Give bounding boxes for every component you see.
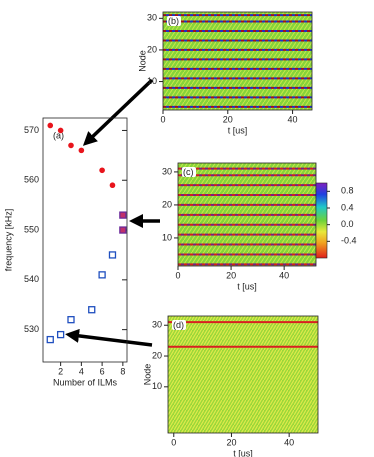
x-axis-label: t [us] (233, 448, 253, 457)
x-axis-label: Number of ILMs (53, 377, 118, 387)
plot-frame (42, 117, 128, 363)
point (88, 306, 96, 314)
heatmap-image (163, 12, 312, 110)
arrow (82, 78, 154, 146)
y-tick-label: 530 (24, 324, 39, 334)
point (56, 330, 65, 339)
y-axis-label: Node (137, 50, 147, 72)
y-tick-label: 30 (162, 166, 172, 176)
colorbar-tick-label: 0.0 (341, 219, 354, 229)
point (67, 316, 75, 324)
y-tick-label: 570 (24, 125, 39, 135)
y-tick-label: 560 (24, 175, 39, 185)
point (119, 226, 127, 234)
y-axis-label: Node (142, 364, 152, 386)
x-tick-label: 4 (79, 366, 84, 376)
y-tick-label: 20 (152, 350, 162, 360)
colorbar-tick-label: -0.4 (341, 236, 357, 246)
point (47, 122, 54, 129)
point (98, 271, 106, 279)
x-tick-label: 6 (100, 366, 105, 376)
colorbar-tick-label: 0.4 (341, 202, 354, 212)
arrows (65, 78, 160, 347)
x-tick-label: 40 (279, 270, 289, 280)
y-tick-label: 10 (162, 232, 172, 242)
colorbar-tick-label: 0.8 (341, 186, 354, 196)
x-tick-label: 0 (160, 114, 165, 124)
y-tick-label: 30 (147, 13, 157, 23)
heatmap-image (168, 316, 318, 433)
y-tick-label: 540 (24, 274, 39, 284)
x-tick-label: 20 (226, 437, 236, 447)
point (99, 167, 105, 174)
point (119, 211, 127, 219)
x-tick-label: 0 (171, 437, 176, 447)
panel-label-bg (182, 167, 196, 177)
panel-label: (a) (53, 130, 64, 140)
y-tick-label: 30 (152, 320, 162, 330)
point (78, 147, 85, 154)
y-tick-label: 10 (152, 381, 162, 391)
point (108, 251, 117, 259)
y-axis-label: frequency [kHz] (3, 209, 13, 272)
x-tick-label: 40 (284, 437, 294, 447)
x-axis-label: t [us] (237, 281, 257, 291)
point (46, 335, 54, 344)
y-tick-label: 550 (24, 224, 39, 234)
x-tick-label: 0 (175, 270, 180, 280)
x-tick-label: 20 (223, 114, 233, 124)
colorbar (315, 182, 328, 259)
x-tick-label: 20 (226, 270, 236, 280)
point (68, 142, 74, 149)
x-tick-label: 40 (288, 114, 298, 124)
point (57, 127, 64, 134)
panel-label: (c) (183, 167, 194, 177)
x-axis-label: t [us] (228, 125, 248, 135)
arrow (65, 328, 153, 347)
point (109, 182, 116, 189)
panel-label: (b) (168, 16, 179, 26)
x-tick-label: 8 (120, 366, 125, 376)
plot-frame (162, 11, 313, 111)
y-tick-label: 10 (147, 76, 157, 86)
panel-label-bg (167, 16, 181, 26)
panel-label: (d) (173, 320, 184, 330)
panel-label-bg (172, 320, 186, 330)
y-tick-label: 20 (147, 44, 157, 54)
y-tick-label: 20 (162, 199, 172, 209)
plot-frame (167, 315, 319, 434)
x-tick-label: 2 (58, 366, 63, 376)
